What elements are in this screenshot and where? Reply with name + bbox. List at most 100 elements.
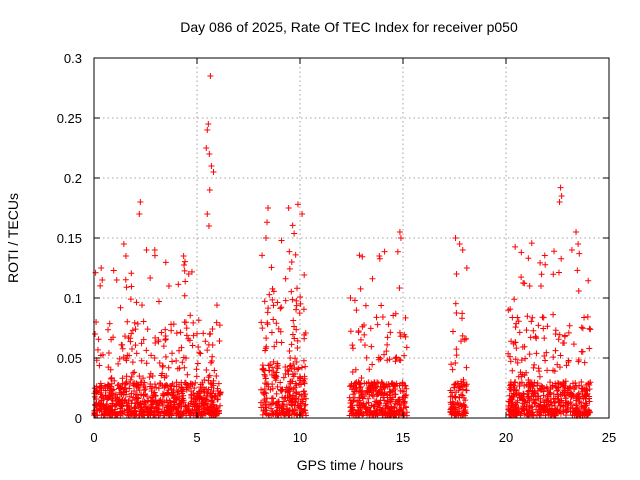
data-point xyxy=(287,378,294,385)
data-point xyxy=(447,406,454,413)
data-point xyxy=(195,390,202,397)
data-point xyxy=(100,401,107,408)
data-point xyxy=(294,366,301,373)
data-point xyxy=(202,338,209,345)
data-point xyxy=(290,386,297,393)
data-point xyxy=(199,411,206,418)
data-point xyxy=(578,379,585,386)
data-point xyxy=(149,399,156,406)
data-point xyxy=(258,319,265,326)
data-point xyxy=(287,362,294,369)
data-point xyxy=(139,302,146,309)
data-point xyxy=(346,394,353,401)
data-point xyxy=(209,408,216,415)
data-point xyxy=(210,169,217,175)
data-point xyxy=(274,360,281,367)
data-point xyxy=(208,163,215,169)
data-point xyxy=(533,350,540,357)
data-point xyxy=(364,406,371,413)
data-point xyxy=(268,264,275,271)
data-point xyxy=(159,370,166,377)
data-point xyxy=(575,288,582,295)
data-point xyxy=(216,390,223,397)
data-point xyxy=(574,267,581,274)
data-point xyxy=(575,391,582,398)
data-point xyxy=(382,412,389,419)
data-point xyxy=(205,121,212,127)
data-point xyxy=(550,271,557,278)
data-point xyxy=(357,336,364,343)
data-point xyxy=(97,282,104,289)
data-point xyxy=(516,329,523,336)
data-point xyxy=(556,399,563,406)
data-point xyxy=(370,403,377,410)
data-point xyxy=(128,283,135,290)
data-point xyxy=(507,358,514,365)
data-point xyxy=(518,249,525,256)
data-point xyxy=(568,393,575,400)
data-point xyxy=(149,383,156,390)
data-point xyxy=(182,403,189,410)
data-point xyxy=(128,373,135,380)
data-point xyxy=(138,357,145,364)
data-point xyxy=(526,407,533,414)
data-point xyxy=(384,341,391,348)
data-point xyxy=(459,412,466,419)
data-point xyxy=(540,325,547,332)
data-point xyxy=(560,379,567,386)
data-point xyxy=(347,383,354,390)
data-point xyxy=(453,271,460,277)
data-point xyxy=(376,253,383,259)
data-point xyxy=(138,409,145,416)
data-point xyxy=(453,352,460,359)
data-point xyxy=(512,339,519,346)
data-point xyxy=(578,324,585,331)
data-point xyxy=(542,396,549,403)
data-point xyxy=(353,307,360,314)
data-point xyxy=(142,399,149,406)
data-point xyxy=(456,383,463,390)
data-point xyxy=(392,409,399,416)
data-point xyxy=(562,378,569,385)
data-point xyxy=(99,277,106,283)
data-point xyxy=(457,384,464,391)
data-point xyxy=(402,314,409,321)
grid-lines xyxy=(94,58,609,418)
data-point xyxy=(261,298,268,305)
data-point xyxy=(158,329,165,336)
axis-ticks xyxy=(93,57,610,419)
data-point xyxy=(556,364,563,371)
data-point xyxy=(398,406,405,413)
data-point xyxy=(185,271,192,277)
data-point xyxy=(261,391,268,398)
data-point xyxy=(148,408,155,415)
data-point xyxy=(138,379,145,386)
data-point xyxy=(176,365,183,372)
data-point xyxy=(447,387,454,394)
data-point xyxy=(217,391,224,398)
data-point xyxy=(193,366,200,373)
data-point xyxy=(141,398,148,405)
data-point xyxy=(298,364,305,371)
data-point xyxy=(581,359,588,366)
data-point xyxy=(279,394,286,401)
data-point xyxy=(265,383,272,390)
data-point xyxy=(176,347,183,354)
x-axis-title: GPS time / hours xyxy=(297,457,404,473)
data-point xyxy=(265,305,272,312)
data-point xyxy=(293,389,300,396)
data-point xyxy=(262,375,269,382)
data-point xyxy=(378,386,385,393)
data-point xyxy=(129,369,136,376)
data-point xyxy=(299,412,306,419)
data-point xyxy=(152,334,159,341)
data-point xyxy=(143,347,150,354)
data-point xyxy=(355,327,362,334)
data-point xyxy=(112,411,119,418)
data-point xyxy=(395,396,402,403)
data-point xyxy=(525,411,532,418)
data-point xyxy=(197,350,204,357)
data-point xyxy=(401,412,408,419)
data-point xyxy=(273,320,280,327)
data-point xyxy=(195,409,202,416)
